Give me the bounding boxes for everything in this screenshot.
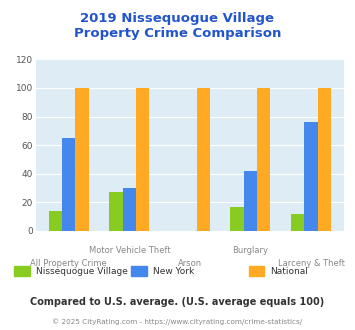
Bar — [123, 188, 136, 231]
Text: Burglary: Burglary — [233, 246, 268, 255]
Text: National: National — [270, 267, 308, 276]
Bar — [136, 88, 149, 231]
Bar — [304, 122, 318, 231]
Bar — [257, 88, 271, 231]
Bar — [291, 214, 304, 231]
Bar — [230, 207, 244, 231]
Text: All Property Crime: All Property Crime — [31, 259, 107, 268]
Text: © 2025 CityRating.com - https://www.cityrating.com/crime-statistics/: © 2025 CityRating.com - https://www.city… — [53, 318, 302, 325]
Text: Compared to U.S. average. (U.S. average equals 100): Compared to U.S. average. (U.S. average … — [31, 297, 324, 307]
Text: 2019 Nissequogue Village
Property Crime Comparison: 2019 Nissequogue Village Property Crime … — [74, 12, 281, 40]
Bar — [109, 192, 123, 231]
Bar — [76, 88, 89, 231]
Bar — [62, 138, 76, 231]
Text: Larceny & Theft: Larceny & Theft — [278, 259, 344, 268]
Text: Nissequogue Village: Nissequogue Village — [36, 267, 127, 276]
Text: Motor Vehicle Theft: Motor Vehicle Theft — [88, 246, 170, 255]
Bar — [244, 171, 257, 231]
Bar — [197, 88, 210, 231]
Bar — [318, 88, 331, 231]
Text: Arson: Arson — [178, 259, 202, 268]
Bar — [49, 211, 62, 231]
Text: New York: New York — [153, 267, 194, 276]
